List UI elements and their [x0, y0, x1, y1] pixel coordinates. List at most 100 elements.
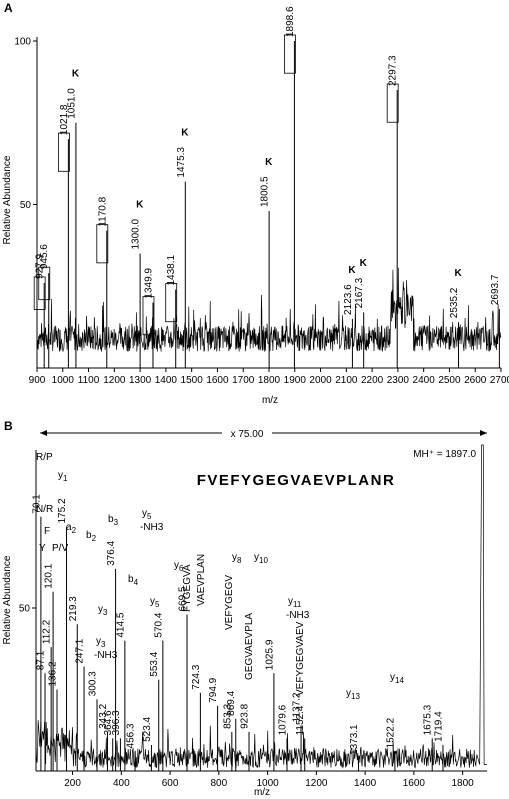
ion-annotation: Y [39, 543, 46, 554]
peak-label: 2693.7 [490, 274, 501, 305]
peak-label: 794.9 [208, 677, 219, 702]
y-tick-label: 50 [20, 200, 32, 211]
peak-label: 396.3 [111, 710, 122, 735]
x-tick-label: 1000 [52, 375, 75, 386]
x-tick-label: 1600 [206, 375, 229, 386]
peak-label: 853.3 [222, 703, 233, 728]
x-axis-label: m/z [254, 787, 270, 798]
peak-label: 2297.3 [388, 55, 399, 86]
lysine-marker: K [455, 268, 463, 279]
peak-label: 112.2 [42, 619, 53, 644]
panel-b: Bx 75.00 MH⁺ = 1897.0 FVEFYGEGVAEVPLANR 70.… [2, 419, 487, 798]
peak-label: 120.1 [44, 563, 55, 588]
x-tick-label: 1800 [258, 375, 281, 386]
peak-label: 2167.3 [354, 277, 365, 308]
peak-label: 1898.6 [285, 6, 296, 37]
ion-annotation: b4 [128, 574, 139, 587]
peak-label: 2535.2 [449, 287, 460, 318]
ion-annotation-suffix: -NH3 [140, 522, 164, 533]
peak-label: 136.2 [48, 661, 59, 686]
ion-annotation: P/V [52, 543, 68, 554]
x-tick-label: 900 [29, 375, 46, 386]
fragment-label: VEFYGEGV [224, 575, 235, 630]
y-axis-label: Relative Abundance [2, 555, 13, 644]
y-axis-label: Relative Abundance [2, 155, 13, 244]
ion-annotation: y8 [232, 552, 242, 565]
peak-label-box [33, 276, 46, 310]
peak-label-box [165, 283, 178, 323]
peak-label: 1137.2 [292, 692, 303, 722]
peak-label: 300.3 [88, 671, 99, 696]
peak-label: 247.1 [75, 638, 86, 663]
peak-label: 1719.4 [433, 711, 444, 742]
x-tick-label: 1400 [354, 778, 377, 789]
peak-label: 87.1 [36, 650, 47, 670]
peak-label: 343.2 [98, 703, 109, 728]
ion-annotation: y10 [254, 552, 268, 565]
x-tick-label: 400 [113, 778, 130, 789]
x-tick-label: 1700 [232, 375, 255, 386]
precursor-label: MH⁺ = 1897.0 [413, 449, 476, 460]
peak-label: 1475.3 [176, 147, 187, 178]
x-tick-label: 1500 [181, 375, 204, 386]
x-tick-label: 1400 [155, 375, 178, 386]
ion-annotation: F [44, 526, 50, 537]
peak-label: 1079.6 [277, 704, 288, 735]
peak-label: 1675.3 [423, 704, 434, 735]
peak-label: 1800.5 [260, 176, 271, 207]
x-tick-label: 1100 [78, 375, 100, 386]
peak-label: 2123.6 [343, 284, 354, 315]
peak-label: 1170.8 [97, 196, 108, 226]
peak-label: 364.6 [103, 710, 114, 735]
peptide-sequence: FVEFYGEGVAEVPLANR [197, 472, 396, 489]
peak-label: 869.4 [226, 690, 237, 715]
ion-annotation: y3 [96, 636, 106, 649]
ion-annotation: R/P [36, 452, 53, 463]
x-tick-label: 1200 [103, 375, 126, 386]
peak-label: 523.4 [142, 716, 153, 741]
ion-annotation: b2 [86, 530, 97, 543]
ion-annotation: y6 [174, 560, 184, 573]
scale-note-bg [222, 426, 272, 440]
y-tick-label: 100 [14, 37, 31, 48]
peak-label: 923.8 [240, 703, 251, 728]
x-tick-label: 1900 [284, 375, 307, 386]
peak-label: 70.1 [31, 494, 42, 514]
lysine-marker: K [181, 127, 189, 138]
peak-label: 414.5 [115, 612, 126, 637]
peak-label: 1300.0 [131, 219, 142, 250]
lysine-marker: K [72, 69, 80, 80]
fragment-label: VEFYGEGVAEV [295, 621, 306, 696]
panel-label-b: B [4, 419, 13, 433]
x-tick-label: 600 [162, 778, 179, 789]
peak-label: 570.4 [153, 612, 164, 637]
ion-annotation: y3 [98, 604, 108, 617]
fragment-label: VAEVPLAN [196, 554, 207, 606]
lysine-marker: K [265, 157, 273, 168]
peak-label: 1522.2 [385, 717, 396, 748]
x-tick-label: 200 [64, 778, 81, 789]
peak-label: 927.9 [35, 254, 46, 279]
x-tick-label: 1800 [451, 778, 474, 789]
lysine-marker: K [136, 199, 144, 210]
ion-annotation: y5 [142, 508, 152, 521]
x-tick-label: 1600 [403, 778, 426, 789]
x-tick-label: 2100 [335, 375, 358, 386]
peak-label: 669.5 [178, 586, 189, 611]
fragment-label: FYGEGVA [182, 564, 193, 612]
peak-label-box [96, 224, 109, 264]
x-tick-label: 2300 [387, 375, 410, 386]
panel-label-a: A [4, 1, 13, 15]
ion-annotation: y5 [150, 596, 160, 609]
x-tick-label: 2000 [309, 375, 332, 386]
x-tick-label: 1300 [129, 375, 152, 386]
ion-annotation: y11 [288, 596, 302, 609]
scale-arrow-left [40, 430, 47, 436]
peak-label: 219.3 [68, 596, 79, 621]
x-tick-label: 800 [210, 778, 227, 789]
lysine-marker: K [360, 258, 368, 269]
fragment-label: GEGVAEVPLA [244, 613, 255, 680]
ion-annotation: b3 [108, 514, 119, 527]
